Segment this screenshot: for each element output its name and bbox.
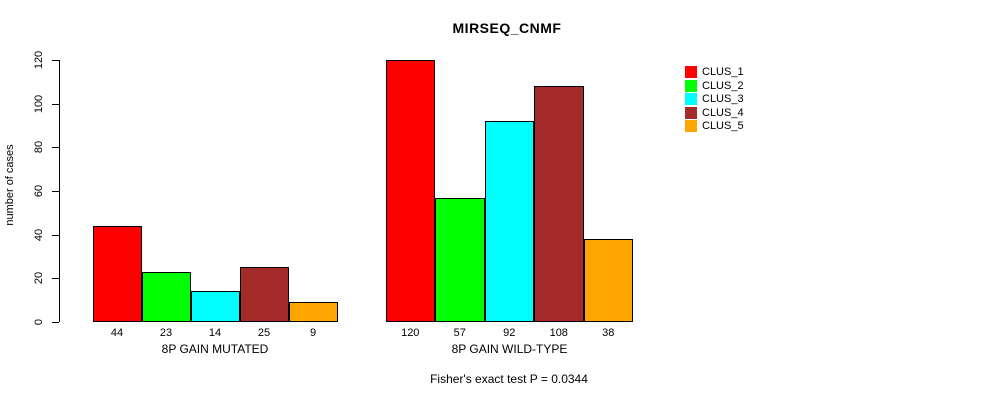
bar-value-label: 108: [549, 327, 568, 339]
y-axis-line: [59, 60, 60, 322]
legend-item-label: CLUS_1: [702, 66, 744, 78]
bar-value-label: 38: [602, 327, 615, 339]
bar-clus_3-group1: [190, 291, 240, 322]
bar-value-label: 23: [159, 327, 173, 339]
bar-clus_5-group2: [583, 239, 633, 322]
bar-clus_2-group2: [435, 197, 485, 322]
bar-value-label: 92: [503, 327, 516, 339]
legend-item-label: CLUS_4: [702, 106, 744, 119]
x-group-label-wildtype: 8P GAIN WILD-TYPE: [451, 342, 568, 356]
y-axis-tick-label: 0: [33, 318, 45, 326]
bar-value-label: 25: [257, 327, 271, 339]
legend-swatch-icon: [685, 66, 697, 78]
bar-clus_4-group2: [534, 86, 584, 322]
y-axis-tick-label: 20: [33, 272, 45, 285]
bar-value-label: 57: [453, 327, 466, 339]
legend-item-label: CLUS_2: [702, 79, 744, 92]
y-axis-tick-label: 100: [33, 94, 45, 113]
y-axis-tick-label: 40: [33, 228, 45, 241]
y-axis-tick: [52, 322, 59, 323]
bar-clus_2-group1: [141, 271, 191, 322]
legend-swatch-icon: [685, 93, 697, 105]
y-axis-label: number of cases: [4, 144, 16, 226]
bar-value-label: 120: [401, 327, 420, 339]
legend-item-label: CLUS_3: [702, 93, 744, 105]
y-axis-tick-label: 80: [33, 141, 45, 154]
fisher-test-annotation: Fisher's exact test P = 0.0344: [430, 372, 588, 386]
bar-clus_1-group1: [92, 225, 142, 322]
legend-swatch-icon: [685, 79, 697, 92]
bar-value-label: 9: [309, 327, 317, 339]
bar-clus_5-group1: [288, 302, 338, 322]
bar-clus_3-group2: [484, 121, 534, 322]
bar-clus_1-group2: [385, 60, 435, 322]
y-axis-tick: [52, 103, 59, 105]
chart-title: MIRSEQ_CNMF: [452, 20, 562, 36]
y-axis-tick: [52, 60, 59, 61]
legend-swatch-icon: [685, 120, 697, 132]
x-group-label-mutated: 8P GAIN MUTATED: [161, 342, 269, 356]
y-axis-tick: [52, 278, 59, 280]
bar-clus_4-group1: [239, 267, 289, 322]
y-axis-tick-label: 60: [33, 184, 45, 198]
y-axis-tick-label: 120: [33, 50, 45, 70]
y-axis-tick: [52, 147, 59, 149]
legend-item-label: CLUS_5: [702, 120, 744, 132]
bar-value-label: 44: [110, 327, 124, 339]
legend-swatch-icon: [685, 106, 697, 119]
y-axis-tick: [52, 191, 59, 192]
y-axis-tick: [52, 234, 59, 236]
bar-value-label: 14: [208, 327, 222, 339]
